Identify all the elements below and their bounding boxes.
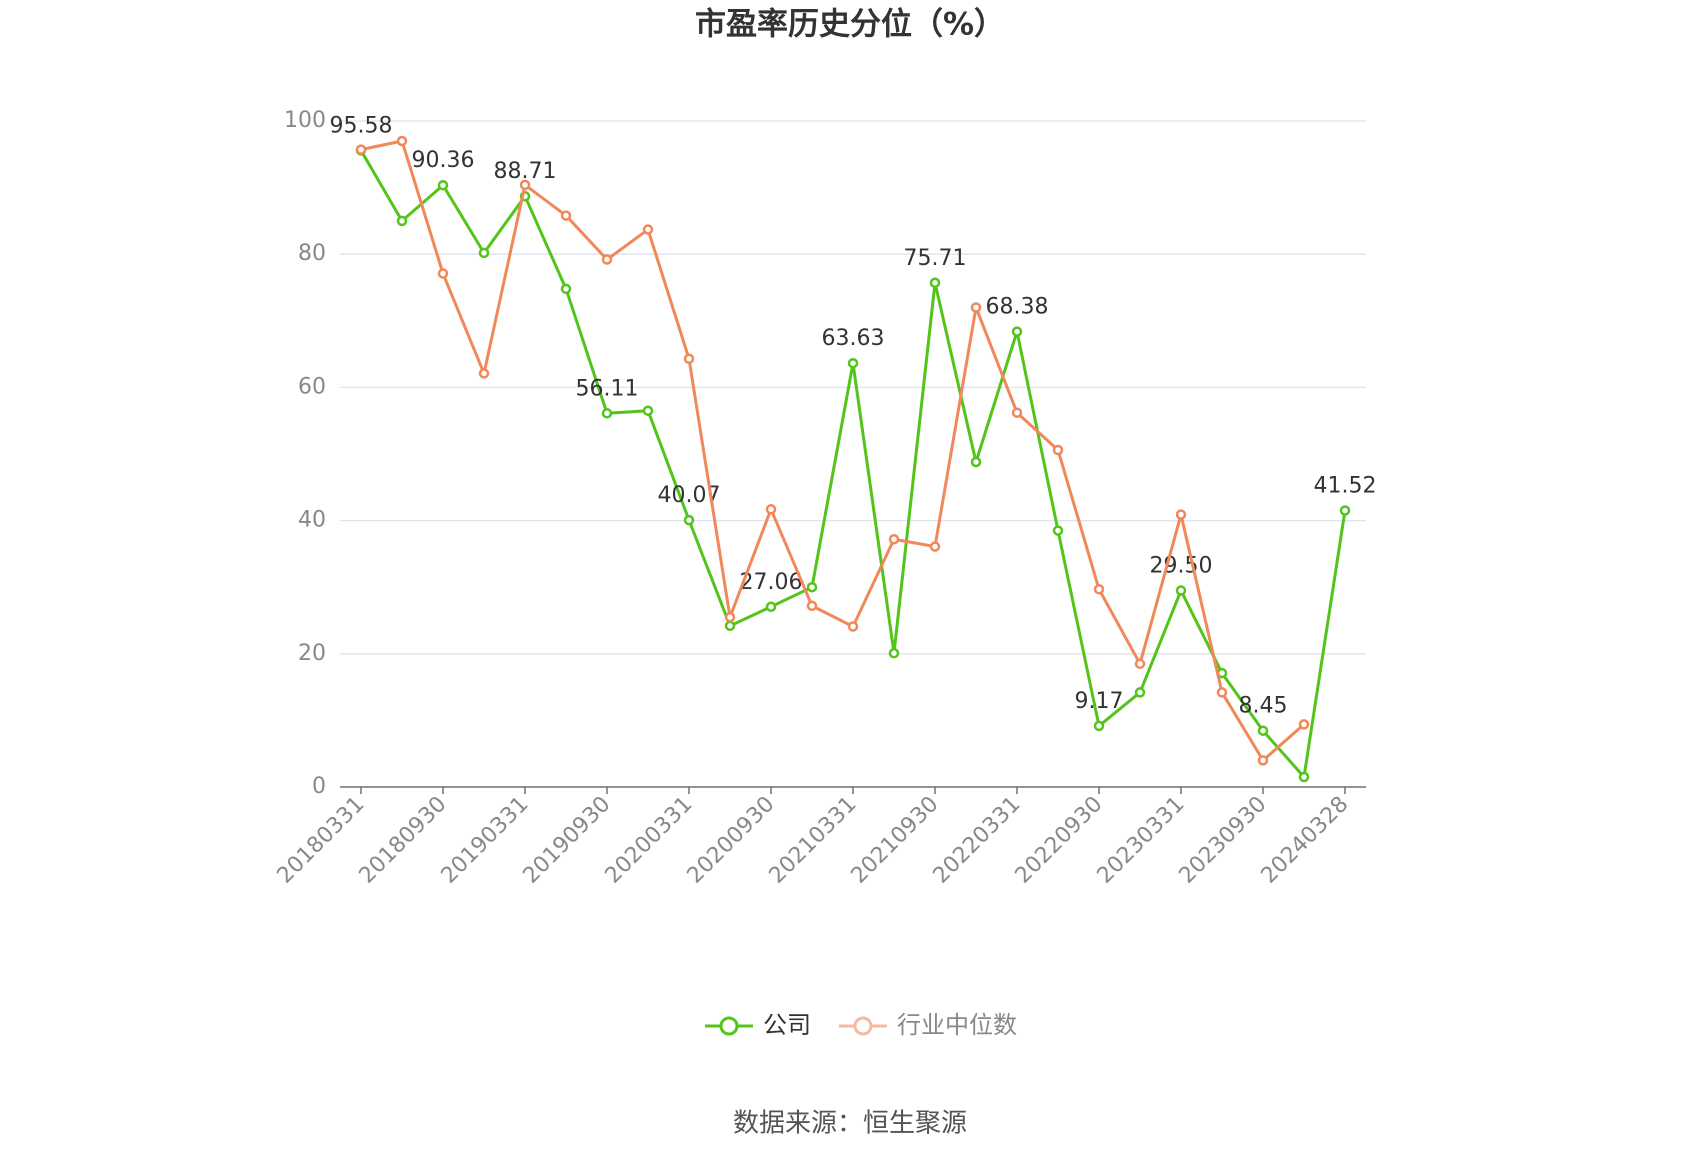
point (1134, 687, 1146, 698)
point (1011, 326, 1023, 337)
point (478, 368, 490, 379)
data-label: 75.71 (904, 246, 967, 271)
point (847, 621, 859, 632)
y-tick-label: 40 (298, 508, 326, 533)
x-tick-label: 20230930 (1175, 792, 1272, 889)
point (1052, 525, 1064, 536)
point (888, 647, 900, 659)
point (724, 620, 736, 632)
data-label: 95.58 (330, 113, 393, 138)
point (1257, 725, 1269, 736)
legend-marker (719, 1016, 739, 1036)
y-tick-label: 0 (312, 774, 326, 799)
point (642, 224, 654, 235)
x-tick-label: 20200331 (601, 792, 698, 889)
point (929, 277, 941, 289)
point (1093, 720, 1105, 732)
x-tick-label: 20200930 (683, 792, 780, 889)
point (1093, 583, 1105, 595)
data-label: 27.06 (740, 570, 803, 595)
y-tick-label: 80 (298, 241, 326, 266)
point (1257, 755, 1269, 766)
point (806, 581, 818, 593)
y-tick-label: 100 (284, 108, 326, 133)
point (642, 405, 654, 416)
point (560, 210, 572, 221)
point (1175, 585, 1187, 596)
point (396, 135, 408, 147)
point (1011, 407, 1023, 418)
point (519, 179, 531, 191)
data-label: 90.36 (412, 148, 475, 173)
point (1339, 505, 1351, 516)
legend-marker (853, 1016, 873, 1036)
data-label: 63.63 (822, 326, 885, 351)
point (1298, 719, 1310, 730)
x-tick-label: 20190331 (437, 792, 534, 889)
x-tick-label: 20210930 (847, 792, 944, 889)
x-tick-label: 20220930 (1011, 792, 1108, 889)
point (478, 247, 490, 259)
point (601, 254, 613, 265)
point (437, 268, 449, 279)
x-tick-label: 20180331 (273, 792, 370, 889)
x-tick-label: 20230331 (1093, 792, 1190, 889)
series-line (360, 139, 1305, 762)
point (929, 541, 941, 552)
data-label: 9.17 (1075, 689, 1124, 714)
chart-title: 市盈率历史分位（%） (695, 7, 1005, 43)
x-tick-label: 20240328 (1257, 792, 1354, 889)
point (1052, 444, 1064, 456)
y-tick-label: 60 (298, 374, 326, 399)
series-line (359, 149, 1347, 779)
point (765, 601, 777, 613)
data-label: 56.11 (576, 376, 639, 401)
point (1216, 687, 1228, 698)
point (970, 302, 982, 313)
point (601, 408, 613, 419)
point (683, 353, 695, 365)
point (847, 357, 859, 369)
point (888, 533, 900, 545)
x-tick-label: 20180930 (355, 792, 452, 889)
x-tick-label: 20210331 (765, 792, 862, 889)
x-tick-label: 20220331 (929, 792, 1026, 889)
point (396, 215, 408, 227)
point (1175, 509, 1187, 520)
point (1134, 658, 1146, 670)
point (765, 504, 777, 515)
source-note: 数据来源：恒生聚源 (733, 1109, 967, 1139)
point (560, 283, 572, 295)
point (355, 144, 367, 155)
data-label: 29.50 (1150, 554, 1213, 579)
data-label: 8.45 (1239, 694, 1288, 719)
point (437, 179, 449, 191)
point (724, 611, 736, 623)
data-label: 41.52 (1314, 473, 1377, 498)
point (683, 514, 695, 526)
x-tick-label: 20190930 (519, 792, 616, 889)
legend-label: 公司 (763, 1011, 811, 1039)
point (806, 600, 818, 612)
data-label: 68.38 (986, 295, 1049, 320)
point (1298, 771, 1310, 783)
legend-label: 行业中位数 (897, 1011, 1017, 1039)
y-tick-label: 20 (298, 641, 326, 666)
point (970, 456, 982, 468)
